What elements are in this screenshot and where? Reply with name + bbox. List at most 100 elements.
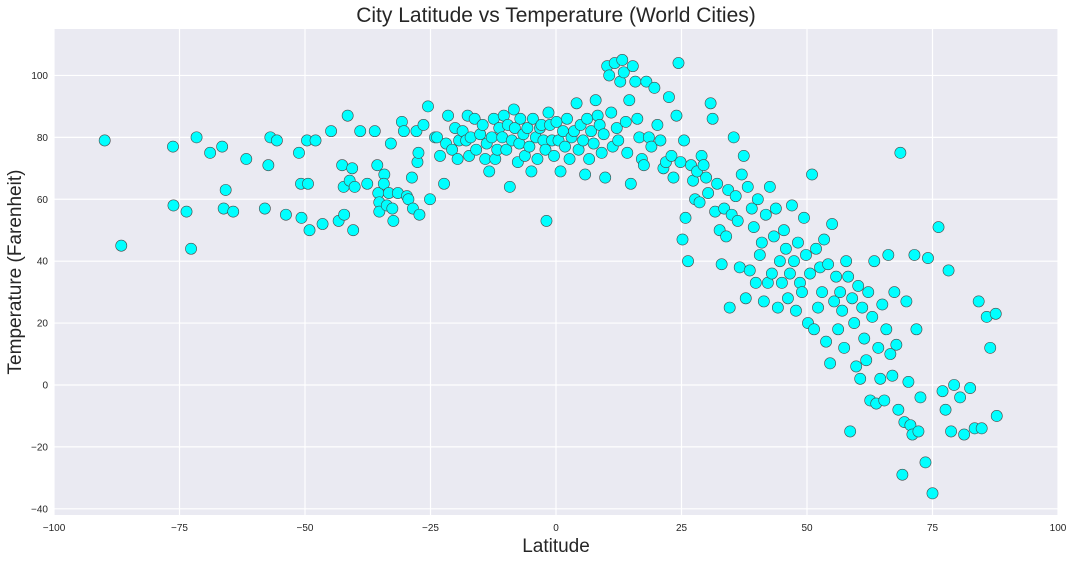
data-point <box>922 252 934 264</box>
data-point <box>624 177 637 190</box>
data-point <box>848 317 861 329</box>
data-point <box>868 255 881 268</box>
data-point <box>792 236 804 249</box>
data-point <box>942 264 955 277</box>
x-tick-label: −50 <box>297 523 314 534</box>
data-point <box>406 171 418 184</box>
data-point <box>507 103 520 116</box>
data-point <box>626 60 639 73</box>
data-point <box>743 264 756 277</box>
data-point <box>219 184 232 196</box>
data-point <box>733 261 746 274</box>
data-point <box>767 230 780 243</box>
data-point <box>763 180 776 193</box>
data-point <box>309 134 322 147</box>
data-point <box>798 211 810 224</box>
data-point <box>617 66 630 79</box>
data-point <box>446 143 458 156</box>
data-point <box>651 119 664 131</box>
data-point <box>523 140 536 153</box>
data-point <box>346 162 359 175</box>
data-point <box>704 97 717 110</box>
data-point <box>972 295 985 308</box>
data-point <box>525 165 538 178</box>
data-points <box>98 54 1003 500</box>
data-point <box>612 134 625 147</box>
data-point <box>674 156 687 169</box>
data-point <box>882 249 895 261</box>
data-point <box>808 323 820 336</box>
data-point <box>753 249 766 261</box>
data-point <box>227 205 240 218</box>
data-point <box>757 295 770 308</box>
data-point <box>830 270 843 283</box>
data-point <box>338 208 351 221</box>
data-point <box>347 224 360 237</box>
x-tick-labels: −100 −75 −50 −25 0 25 50 75 100 <box>43 523 1067 534</box>
data-point <box>554 165 567 178</box>
data-point <box>858 332 871 345</box>
data-point <box>788 255 800 268</box>
data-point <box>531 153 544 165</box>
data-point <box>623 94 636 107</box>
data-point <box>583 153 596 165</box>
data-point <box>773 255 786 268</box>
data-point <box>876 298 889 311</box>
data-point <box>550 115 563 128</box>
data-point <box>682 255 694 268</box>
data-point <box>989 307 1002 320</box>
data-point <box>800 249 812 261</box>
data-point <box>715 258 728 271</box>
data-point <box>945 425 957 438</box>
data-point <box>954 391 967 404</box>
data-point <box>984 341 997 354</box>
y-tick-label: −20 <box>31 442 48 453</box>
data-point <box>832 323 845 336</box>
data-point <box>900 295 913 308</box>
data-point <box>654 134 667 147</box>
data-point <box>939 403 952 416</box>
data-point <box>387 215 400 227</box>
data-point <box>542 106 555 119</box>
data-point <box>341 109 354 122</box>
data-point <box>180 205 193 218</box>
data-point <box>824 357 836 370</box>
data-point <box>862 286 875 299</box>
data-point <box>485 131 498 144</box>
data-point <box>888 286 901 299</box>
data-point <box>731 215 744 227</box>
data-point <box>468 112 481 125</box>
data-point <box>422 100 434 113</box>
data-point <box>836 304 849 317</box>
data-point <box>806 168 818 181</box>
data-point <box>896 468 909 481</box>
x-tick-label: −100 <box>43 523 66 534</box>
data-point <box>431 131 443 144</box>
data-point <box>413 208 426 221</box>
data-point <box>559 140 571 153</box>
data-point <box>316 218 329 230</box>
data-point <box>856 301 869 314</box>
data-point <box>361 177 374 190</box>
data-point <box>508 122 521 134</box>
data-point <box>371 159 384 172</box>
data-point <box>434 150 446 162</box>
data-point <box>919 456 932 469</box>
data-point <box>854 372 867 385</box>
data-point <box>886 369 899 382</box>
data-point <box>397 125 410 138</box>
data-point <box>563 153 576 165</box>
x-axis-label: Latitude <box>522 536 590 557</box>
data-point <box>621 146 634 159</box>
data-point <box>540 215 553 227</box>
data-point <box>500 143 513 156</box>
data-point <box>442 109 454 122</box>
y-tick-label: −40 <box>31 504 48 515</box>
data-point <box>778 224 790 237</box>
data-point <box>631 112 644 125</box>
data-point <box>521 122 534 134</box>
data-point <box>424 193 436 206</box>
y-tick-label: 80 <box>37 133 49 144</box>
data-point <box>470 143 483 156</box>
data-point <box>384 137 397 150</box>
